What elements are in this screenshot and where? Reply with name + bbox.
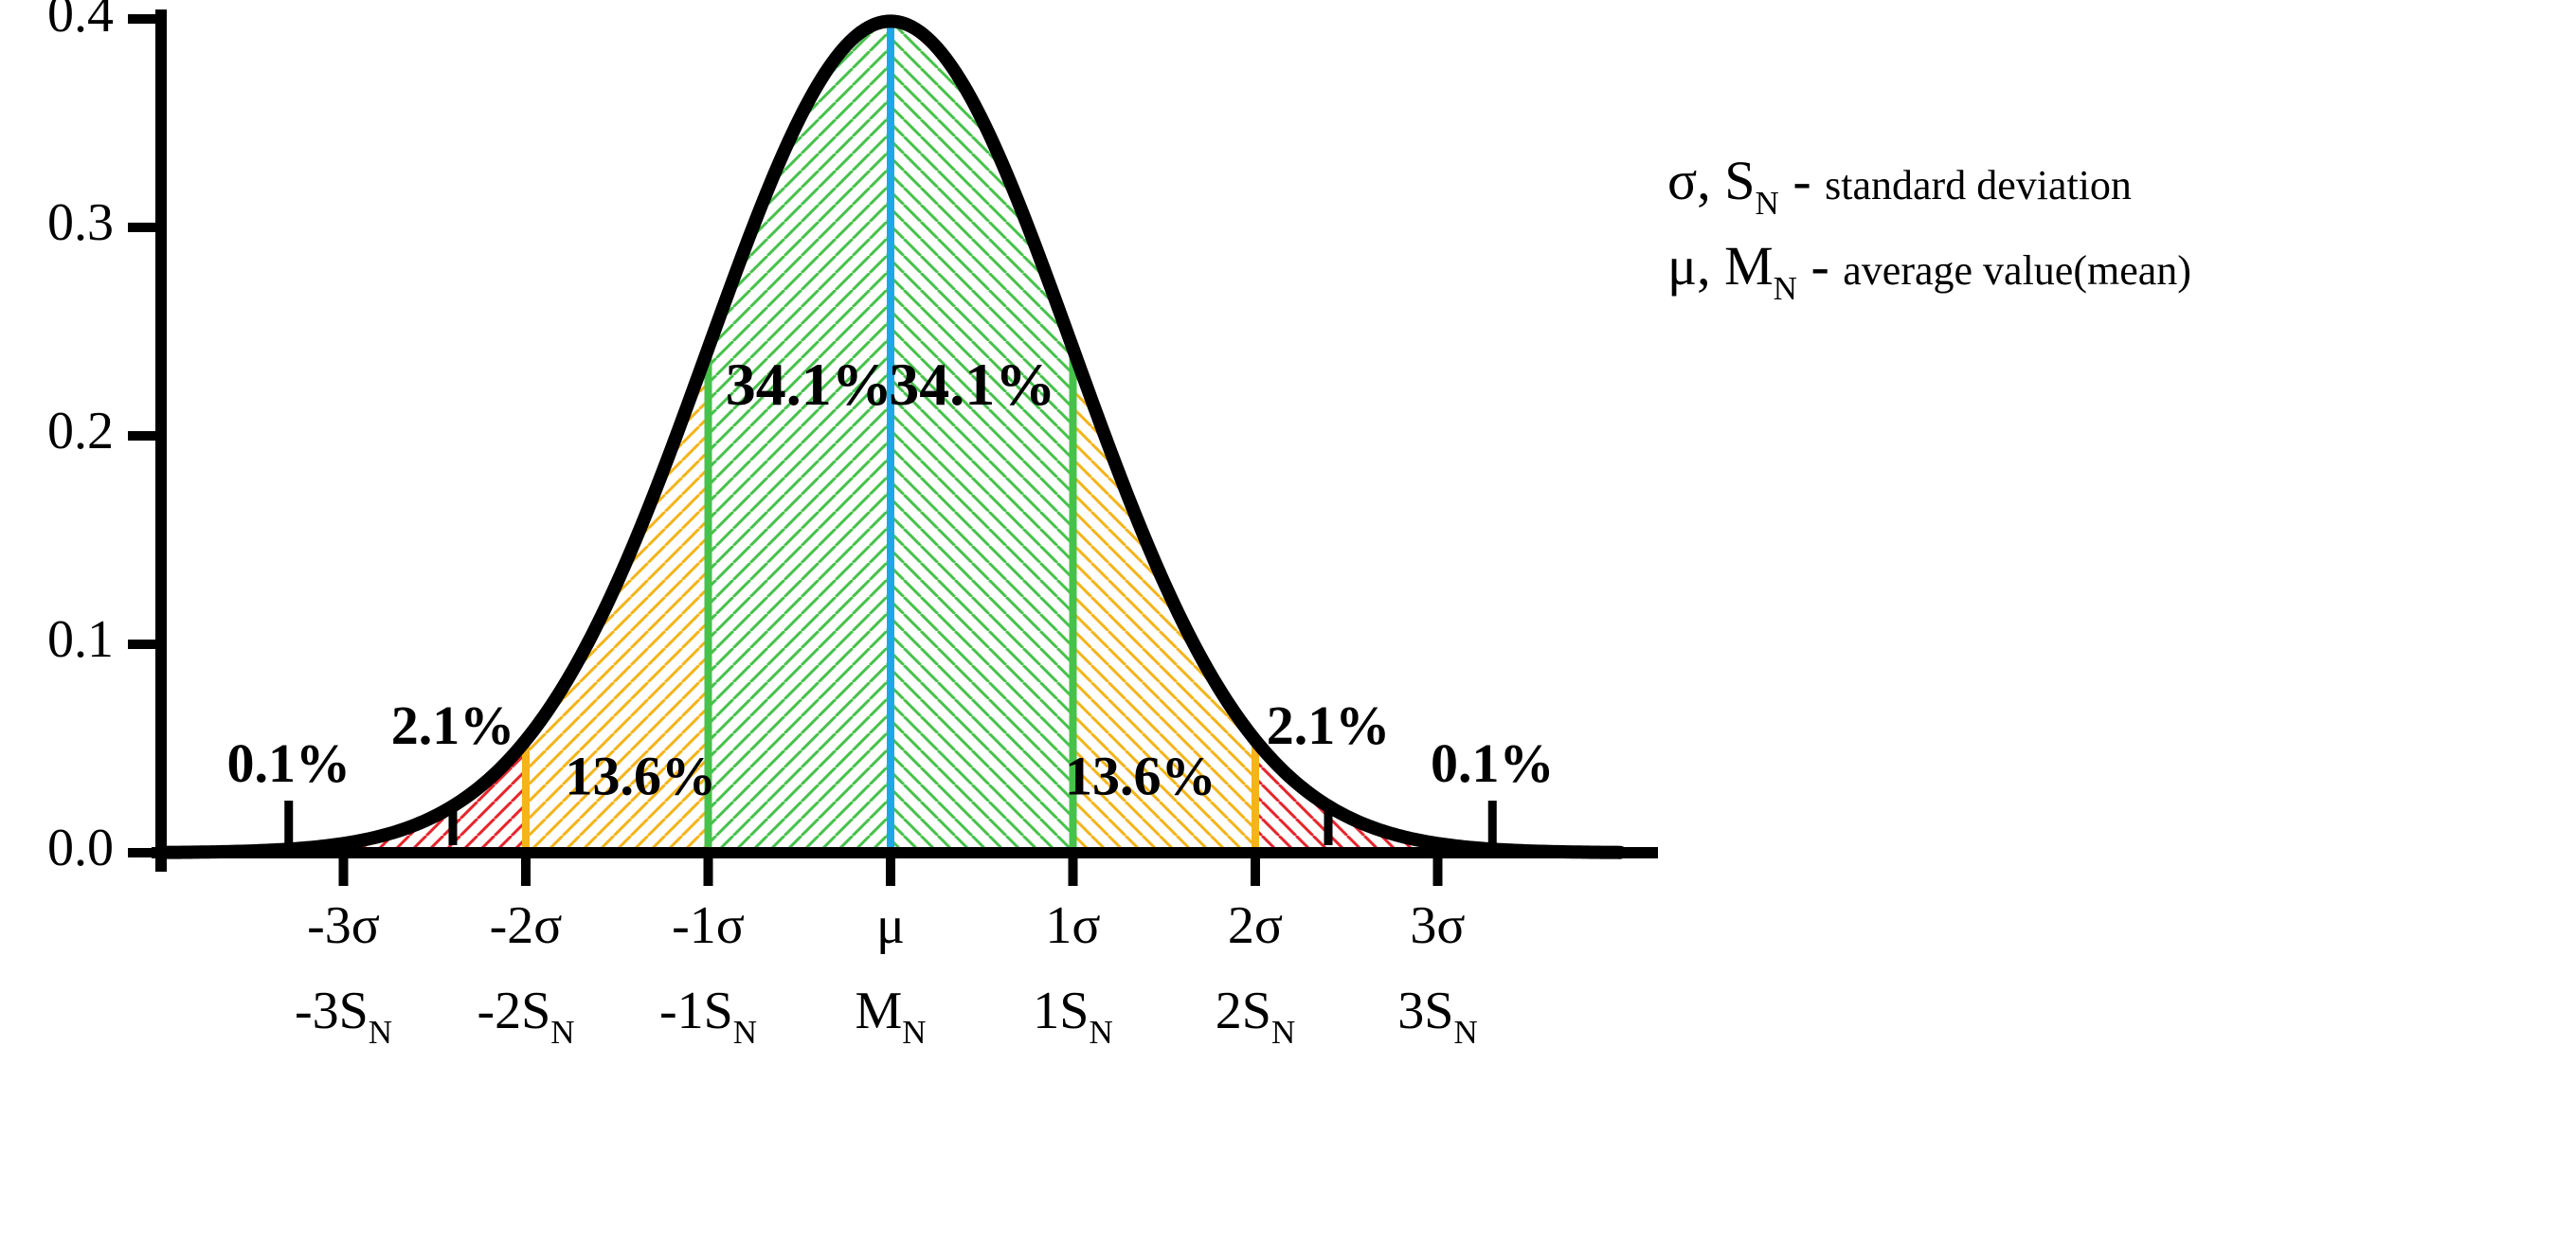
x-tick-sigma--3: -3σ bbox=[307, 896, 380, 955]
outer-pct-3: 0.1% bbox=[1431, 732, 1555, 794]
x-tick-sn--3: -3SN bbox=[295, 982, 392, 1051]
y-tick-label-3: 0.3 bbox=[47, 193, 114, 252]
legend-line-1: σ, SN - standard deviation bbox=[1667, 150, 2132, 222]
y-tick-label-1: 0.1 bbox=[47, 610, 114, 669]
pct-label-3: 34.1% bbox=[726, 351, 892, 418]
y-tick-label-4: 0.4 bbox=[47, 0, 114, 44]
legend-line-2: μ, MN - average value(mean) bbox=[1667, 235, 2191, 307]
x-tick-sigma-2: 2σ bbox=[1228, 896, 1283, 955]
x-tick-sn-2: 2SN bbox=[1216, 982, 1295, 1051]
y-tick-label-0: 0.0 bbox=[47, 819, 114, 877]
x-tick-sn-0: MN bbox=[855, 982, 926, 1051]
x-tick-sigma-0: μ bbox=[876, 896, 905, 955]
x-tick-sn--1: -1SN bbox=[659, 982, 757, 1051]
region-3 bbox=[709, 21, 892, 853]
outer-pct-2: 2.1% bbox=[1267, 695, 1391, 756]
outer-pct-1: 2.1% bbox=[391, 695, 515, 756]
x-tick-sigma--2: -2σ bbox=[490, 896, 563, 955]
x-tick-sigma--1: -1σ bbox=[672, 896, 745, 955]
region-4 bbox=[891, 21, 1073, 853]
pct-label-2: 13.6% bbox=[566, 745, 717, 806]
outer-pct-0: 0.1% bbox=[227, 732, 351, 794]
x-tick-sn--2: -2SN bbox=[477, 982, 574, 1051]
normal-distribution-chart: 0.0 0.1 0.2 0.3 0.4 -3σ -3SN -2σ -2SN -1σ -1SN μ MN 1… bbox=[0, 0, 2576, 1245]
x-tick-sn-3: 3SN bbox=[1397, 982, 1477, 1051]
x-tick-sn-1: 1SN bbox=[1033, 982, 1112, 1051]
pct-label-5: 13.6% bbox=[1065, 745, 1216, 806]
y-tick-label-2: 0.2 bbox=[47, 402, 114, 460]
x-tick-sigma-3: 3σ bbox=[1410, 896, 1465, 955]
x-tick-sigma-1: 1σ bbox=[1045, 896, 1100, 955]
pct-label-4: 34.1% bbox=[889, 351, 1055, 418]
